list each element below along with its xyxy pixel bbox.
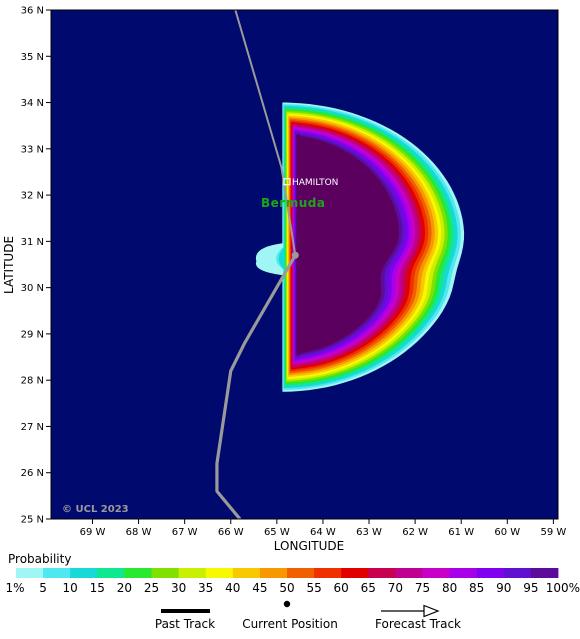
track-key: Past Track Current Position Forecast Tra… — [155, 600, 461, 631]
legend-swatch — [395, 568, 423, 578]
legend-swatch — [368, 568, 396, 578]
y-tick-label: 33 N — [21, 144, 44, 155]
y-tick-label: 25 N — [21, 515, 44, 526]
x-tick-label: 62 W — [402, 527, 428, 538]
legend-level-label: 75 — [415, 581, 430, 595]
x-tick-label: 68 W — [126, 527, 152, 538]
legend-level-label: 35 — [198, 581, 213, 595]
x-tick-label: 63 W — [356, 527, 382, 538]
x-axis: 69 W 68 W 67 W 66 W 65 W 64 W 63 W 62 W 61 W 60 W… — [80, 519, 566, 538]
forecast-track-label: Forecast Track — [375, 617, 461, 631]
city-marker-icon — [283, 178, 291, 186]
x-tick-label: 61 W — [448, 527, 474, 538]
legend-swatch — [232, 568, 261, 578]
copyright-text: © UCL 2023 — [62, 504, 129, 515]
legend-level-label: 15 — [90, 581, 105, 595]
legend-title: Probability — [8, 552, 71, 566]
y-tick-label: 31 N — [21, 237, 44, 248]
y-tick-label: 26 N — [21, 468, 44, 479]
legend-swatch — [124, 568, 152, 578]
island-label: Bermuda — [261, 196, 325, 210]
legend-swatch — [476, 568, 505, 578]
legend-swatch — [530, 568, 559, 578]
legend-level-label: 5 — [39, 581, 47, 595]
legend-level-label: 30 — [171, 581, 186, 595]
city-label: HAMILTON — [292, 178, 338, 188]
x-tick-label: 59 W — [540, 527, 566, 538]
legend-level-label: 1% — [5, 581, 24, 595]
legend-level-label: 50 — [279, 581, 294, 595]
y-tick-label: 35 N — [21, 52, 44, 63]
x-tick-label: 69 W — [80, 527, 106, 538]
x-tick-label: 67 W — [172, 527, 198, 538]
y-tick-label: 28 N — [21, 376, 44, 387]
legend-level-label: 55 — [306, 581, 321, 595]
legend-swatch — [97, 568, 125, 578]
probability-contour — [296, 134, 399, 355]
probability-legend: 1% 5 10 15 20 25 30 35 40 45 50 55 60 65 70 75 80 85 90 95 1… — [5, 568, 580, 595]
legend-swatch — [16, 568, 44, 578]
legend-swatch — [449, 568, 478, 578]
storm-track — [215, 10, 299, 519]
forecast-track-line — [234, 10, 297, 256]
legend-swatch — [422, 568, 450, 578]
legend-level-label: 70 — [388, 581, 403, 595]
y-axis: 25 N 26 N 27 N 28 N 29 N 30 N 31 N 32 N 33 N 34 N… — [21, 6, 51, 526]
legend-swatch — [314, 568, 342, 578]
x-tick-label: 60 W — [494, 527, 520, 538]
legend-level-label: 80 — [442, 581, 457, 595]
legend-level-label: 25 — [144, 581, 159, 595]
legend-level-label: 10 — [63, 581, 78, 595]
legend-swatch — [70, 568, 98, 578]
y-tick-label: 34 N — [21, 98, 44, 109]
legend-level-label: 65 — [361, 581, 376, 595]
legend-swatch — [341, 568, 369, 578]
past-track-line — [215, 254, 297, 519]
y-tick-label: 36 N — [21, 6, 44, 17]
legend-swatch — [43, 568, 71, 578]
legend-level-label: 90 — [496, 581, 511, 595]
x-tick-label: 66 W — [218, 527, 244, 538]
legend-level-label: 95 — [523, 581, 538, 595]
legend-level-label: 20 — [117, 581, 132, 595]
y-tick-label: 27 N — [21, 422, 44, 433]
legend-level-label: 40 — [225, 581, 240, 595]
legend-level-label: 45 — [252, 581, 267, 595]
current-position-dot-icon — [283, 600, 291, 608]
current-position-marker — [291, 251, 299, 259]
y-axis-title: LATITUDE — [2, 236, 16, 294]
map-frame — [50, 9, 559, 520]
x-tick-label: 65 W — [264, 527, 290, 538]
forecast-arrow-icon — [423, 604, 440, 618]
x-axis-title: LONGITUDE — [274, 539, 344, 553]
legend-swatch — [287, 568, 315, 578]
legend-swatch — [178, 568, 207, 578]
legend-level-label: 60 — [334, 581, 349, 595]
legend-swatch — [151, 568, 179, 578]
legend-swatch — [259, 568, 288, 578]
probability-field — [255, 102, 465, 392]
x-tick-label: 64 W — [310, 527, 336, 538]
legend-swatch — [205, 568, 234, 578]
current-position-label: Current Position — [242, 617, 338, 631]
legend-level-label: 85 — [469, 581, 484, 595]
y-tick-label: 29 N — [21, 329, 44, 340]
legend-level-label: 100% — [546, 581, 580, 595]
y-tick-label: 30 N — [21, 283, 44, 294]
past-track-label: Past Track — [155, 617, 215, 631]
city-marker-group: HAMILTON — [283, 178, 338, 188]
y-tick-label: 32 N — [21, 191, 44, 202]
legend-swatch — [503, 568, 532, 578]
